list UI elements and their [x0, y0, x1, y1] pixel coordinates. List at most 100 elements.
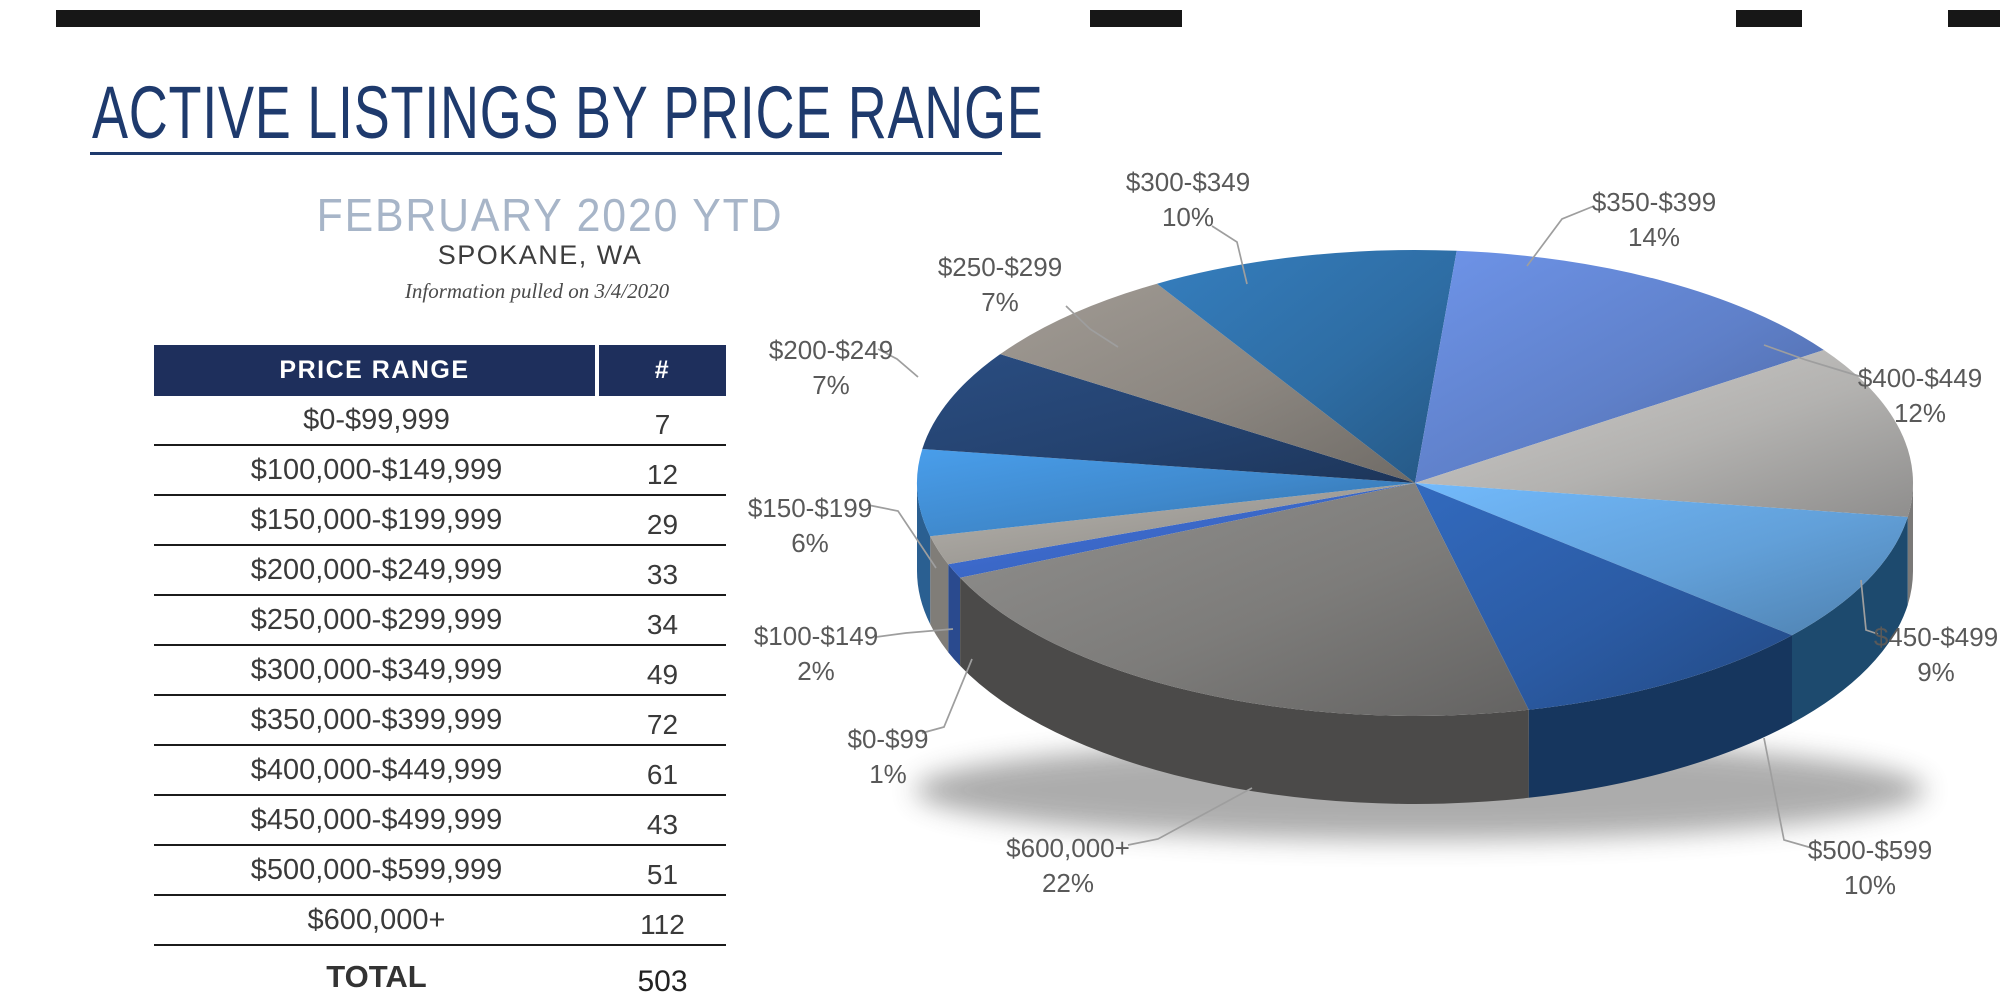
table-body: $0-$99,999 7 $100,000-$149,999 12 $150,000-$…: [154, 396, 726, 1000]
pie-label-percent: 2%: [797, 656, 835, 686]
window-artifact-bar: [1736, 10, 1802, 27]
count-cell: 72: [646, 709, 679, 740]
total-label: TOTAL: [326, 959, 427, 994]
count-cell: 12: [646, 459, 679, 490]
table-row: $600,000+ 112: [154, 896, 726, 946]
pie-slice: [1415, 350, 1914, 517]
pie-slice-label: $600,000+ 22%: [1006, 831, 1130, 901]
table-row: $500,000-$599,999 51: [154, 846, 726, 896]
table-header-row: PRICE RANGE #: [154, 345, 726, 396]
pie-slice-wall: [948, 564, 961, 666]
pie-label-percent: 6%: [791, 528, 829, 558]
price-range-cell: $300,000-$349,999: [250, 653, 503, 686]
pie-slice: [1157, 249, 1457, 483]
table-row: $300,000-$349,999 49: [154, 646, 726, 696]
price-range-cell: $0-$99,999: [303, 403, 450, 436]
pie-slice: [948, 483, 1415, 578]
pie-label-percent: 1%: [869, 759, 907, 789]
window-artifact-bar: [1948, 10, 2000, 27]
pie-slice-wall: [1907, 483, 1913, 605]
pie-slice-label: $400-$449 12%: [1858, 361, 1982, 431]
pie-slice-wall: [917, 483, 931, 625]
pie-leader-line: [1526, 205, 1595, 267]
price-range-cell: $350,000-$399,999: [250, 703, 503, 736]
window-artifact-bar: [1090, 10, 1182, 27]
price-range-cell: $150,000-$199,999: [250, 503, 503, 536]
pie-label-percent: 22%: [1041, 868, 1095, 898]
title-underline: [90, 152, 1002, 155]
pie-label-range: $500-$599: [1807, 835, 1933, 865]
table-row: $250,000-$299,999 34: [154, 596, 726, 646]
pie-slice-wall: [960, 577, 1529, 804]
pie-slice-label: $350-$399 14%: [1592, 185, 1716, 255]
count-cell: 33: [646, 559, 679, 590]
pie-slice-wall: [930, 536, 949, 653]
price-range-cell: $100,000-$149,999: [250, 453, 503, 486]
table-header-count: #: [599, 345, 726, 396]
pie-slice-label: $200-$249 7%: [769, 333, 893, 403]
pie-leader-line: [875, 628, 954, 638]
pie-label-percent: 7%: [812, 370, 850, 400]
report-info-note: Information pulled on 3/4/2020: [404, 279, 670, 303]
count-cell: 7: [654, 409, 671, 440]
table-row: $450,000-$499,999 43: [154, 796, 726, 846]
pie-leader-line: [1763, 737, 1813, 849]
table-row: $350,000-$399,999 72: [154, 696, 726, 746]
pie-slice-wall: [1528, 635, 1792, 798]
pie-label-range: $350-$399: [1591, 187, 1717, 217]
window-artifact-bar: [56, 10, 980, 27]
pie-label-range: $200-$249: [768, 335, 894, 365]
pie-leader-line: [1065, 305, 1119, 348]
pie-slice: [916, 449, 1415, 537]
pie-label-range: $450-$499: [1873, 622, 1999, 652]
price-range-cell: $450,000-$499,999: [250, 803, 503, 836]
pie-label-range: $300-$349: [1125, 167, 1251, 197]
count-cell: 43: [646, 809, 679, 840]
price-range-cell: $250,000-$299,999: [250, 603, 503, 636]
pie-slice: [1415, 483, 1792, 710]
pie-slice-label: $0-$99 1%: [848, 722, 929, 792]
price-range-table: PRICE RANGE # $0-$99,999 7 $100,000-$149,9…: [154, 345, 726, 1000]
pie-label-percent: 10%: [1843, 870, 1897, 900]
pie-label-range: $400-$449: [1857, 363, 1983, 393]
pie-slice: [930, 483, 1415, 565]
pie-label-range: $150-$199: [747, 493, 873, 523]
count-cell: 29: [646, 509, 679, 540]
pie-label-percent: 7%: [981, 287, 1019, 317]
pie-leader-line: [1127, 787, 1253, 846]
pie-label-range: $0-$99: [847, 724, 929, 754]
pie-label-percent: 14%: [1627, 222, 1681, 252]
table-row: $150,000-$199,999 29: [154, 496, 726, 546]
price-range-cell: $600,000+: [307, 903, 446, 936]
table-row: $400,000-$449,999 61: [154, 746, 726, 796]
pie-slice: [1415, 250, 1824, 483]
price-range-cell: $500,000-$599,999: [250, 853, 503, 886]
report-period: FEBRUARY 2020 YTD: [316, 189, 784, 241]
table-row: $0-$99,999 7: [154, 396, 726, 446]
pie-slice: [922, 354, 1415, 483]
table-row: $100,000-$149,999 12: [154, 446, 726, 496]
table-total-row: TOTAL 503: [154, 946, 726, 1000]
price-range-cell: $400,000-$449,999: [250, 753, 503, 786]
table-header-divider: [595, 345, 599, 396]
pie-label-percent: 10%: [1161, 202, 1215, 232]
report-location: SPOKANE, WA: [437, 240, 643, 270]
pie-shadow: [915, 740, 1925, 840]
pie-slice-label: $500-$599 10%: [1808, 833, 1932, 903]
count-cell: 34: [646, 609, 679, 640]
pie-slice-label: $450-$499 9%: [1874, 620, 1998, 690]
count-cell: 112: [640, 909, 685, 940]
pie-leader-line: [921, 658, 973, 734]
pie-label-percent: 12%: [1893, 398, 1947, 428]
table-header-price-range: PRICE RANGE: [154, 345, 595, 396]
pie-leader-line: [1763, 344, 1863, 378]
page-title: ACTIVE LISTINGS BY PRICE RANGE: [92, 71, 1044, 154]
pie-slice: [960, 483, 1529, 716]
pie-label-range: $600,000+: [1006, 833, 1130, 863]
pie-label-percent: 9%: [1917, 657, 1955, 687]
price-range-cell: $200,000-$249,999: [250, 553, 503, 586]
total-count: 503: [637, 965, 688, 998]
count-cell: 51: [646, 859, 679, 890]
pie-label-range: $250-$299: [937, 252, 1063, 282]
